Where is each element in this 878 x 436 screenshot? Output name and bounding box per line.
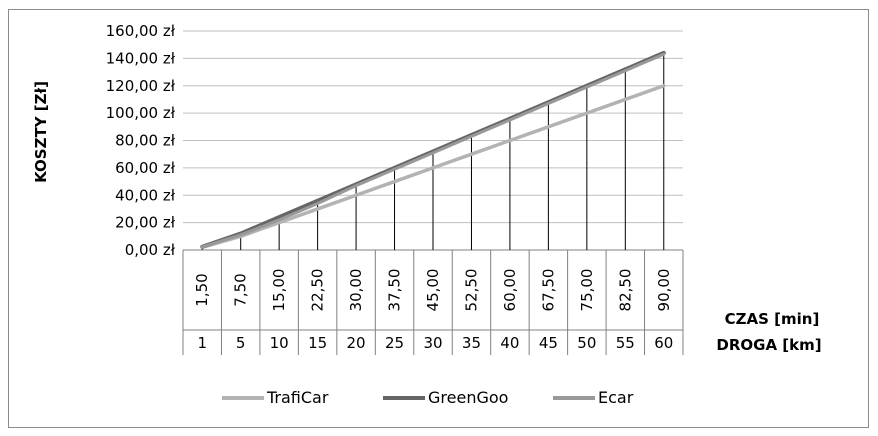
legend-label-ecar: Ecar	[598, 388, 634, 407]
y-tick-label: 0,00 zł	[125, 241, 176, 259]
series-line-traficar	[200, 84, 666, 250]
x-tick-label-distance: 55	[616, 334, 635, 352]
x-tick-label-time: 22,50	[309, 269, 327, 312]
y-tick-label: 80,00 zł	[115, 132, 176, 150]
x-tick-label-distance: 50	[577, 334, 596, 352]
x-tick-label-time: 15,00	[270, 269, 288, 312]
x-tick-label-time: 30,00	[347, 269, 365, 312]
y-tick-label: 140,00 zł	[106, 49, 176, 67]
x-tick-label-time: 1,50	[193, 273, 211, 306]
x-tick-label-time: 82,50	[616, 269, 634, 312]
legend: TrafiCar GreenGoo Ecar	[222, 388, 634, 407]
y-tick-label: 20,00 zł	[115, 214, 176, 232]
chart-frame: 0,00 zł 20,00 zł 40,00 zł 60,00 zł 80,00 zł 1…	[8, 9, 869, 428]
y-tick-label: 160,00 zł	[106, 22, 176, 40]
x-tick-label-time: 60,00	[501, 269, 519, 312]
y-axis-title: KOSZTY [Zł]	[32, 81, 50, 183]
x-tick-label-distance: 1	[197, 334, 207, 352]
x-tick-label-distance: 45	[539, 334, 558, 352]
x-tick-label-distance: 5	[236, 334, 246, 352]
x-tick-label-time: 75,00	[578, 269, 596, 312]
x-tick-label-time: 67,50	[539, 269, 557, 312]
x-tick-label-distance: 40	[500, 334, 519, 352]
x-tick-label-time: 37,50	[386, 269, 404, 312]
y-tick-label: 100,00 zł	[106, 104, 176, 122]
series-layer	[200, 50, 666, 250]
x-tick-label-distance: 20	[347, 334, 366, 352]
x-tick-label-time: 90,00	[655, 269, 673, 312]
x-axis-title-time: CZAS [min]	[725, 310, 820, 328]
chart-svg: 0,00 zł 20,00 zł 40,00 zł 60,00 zł 80,00 zł 1…	[32, 22, 822, 407]
series-line-ecar	[200, 52, 666, 249]
x-tick-label-time: 52,50	[462, 269, 480, 312]
x-tick-label-distance: 35	[462, 334, 481, 352]
x-tick-label-distance: 15	[308, 334, 327, 352]
x-tick-labels: 1,50 7,50 15,00 22,50 30,00 37,50 45,00 52,50 60…	[193, 269, 673, 352]
x-tick-label-time: 7,50	[232, 273, 250, 306]
y-tick-label: 40,00 zł	[115, 186, 176, 204]
x-tick-label-distance: 30	[423, 334, 442, 352]
y-tick-label: 120,00 zł	[106, 77, 176, 95]
x-tick-label-distance: 10	[270, 334, 289, 352]
x-tick-label-distance: 60	[654, 334, 673, 352]
category-table	[182, 250, 684, 355]
y-tick-labels: 0,00 zł 20,00 zł 40,00 zł 60,00 zł 80,00 zł 1…	[106, 22, 176, 259]
legend-label-greengoo: GreenGoo	[428, 388, 508, 407]
legend-label-traficar: TrafiCar	[266, 388, 329, 407]
y-tick-label: 60,00 zł	[115, 159, 176, 177]
x-tick-label-time: 45,00	[424, 269, 442, 312]
x-axis-title-distance: DROGA [km]	[716, 336, 821, 354]
x-tick-label-distance: 25	[385, 334, 404, 352]
